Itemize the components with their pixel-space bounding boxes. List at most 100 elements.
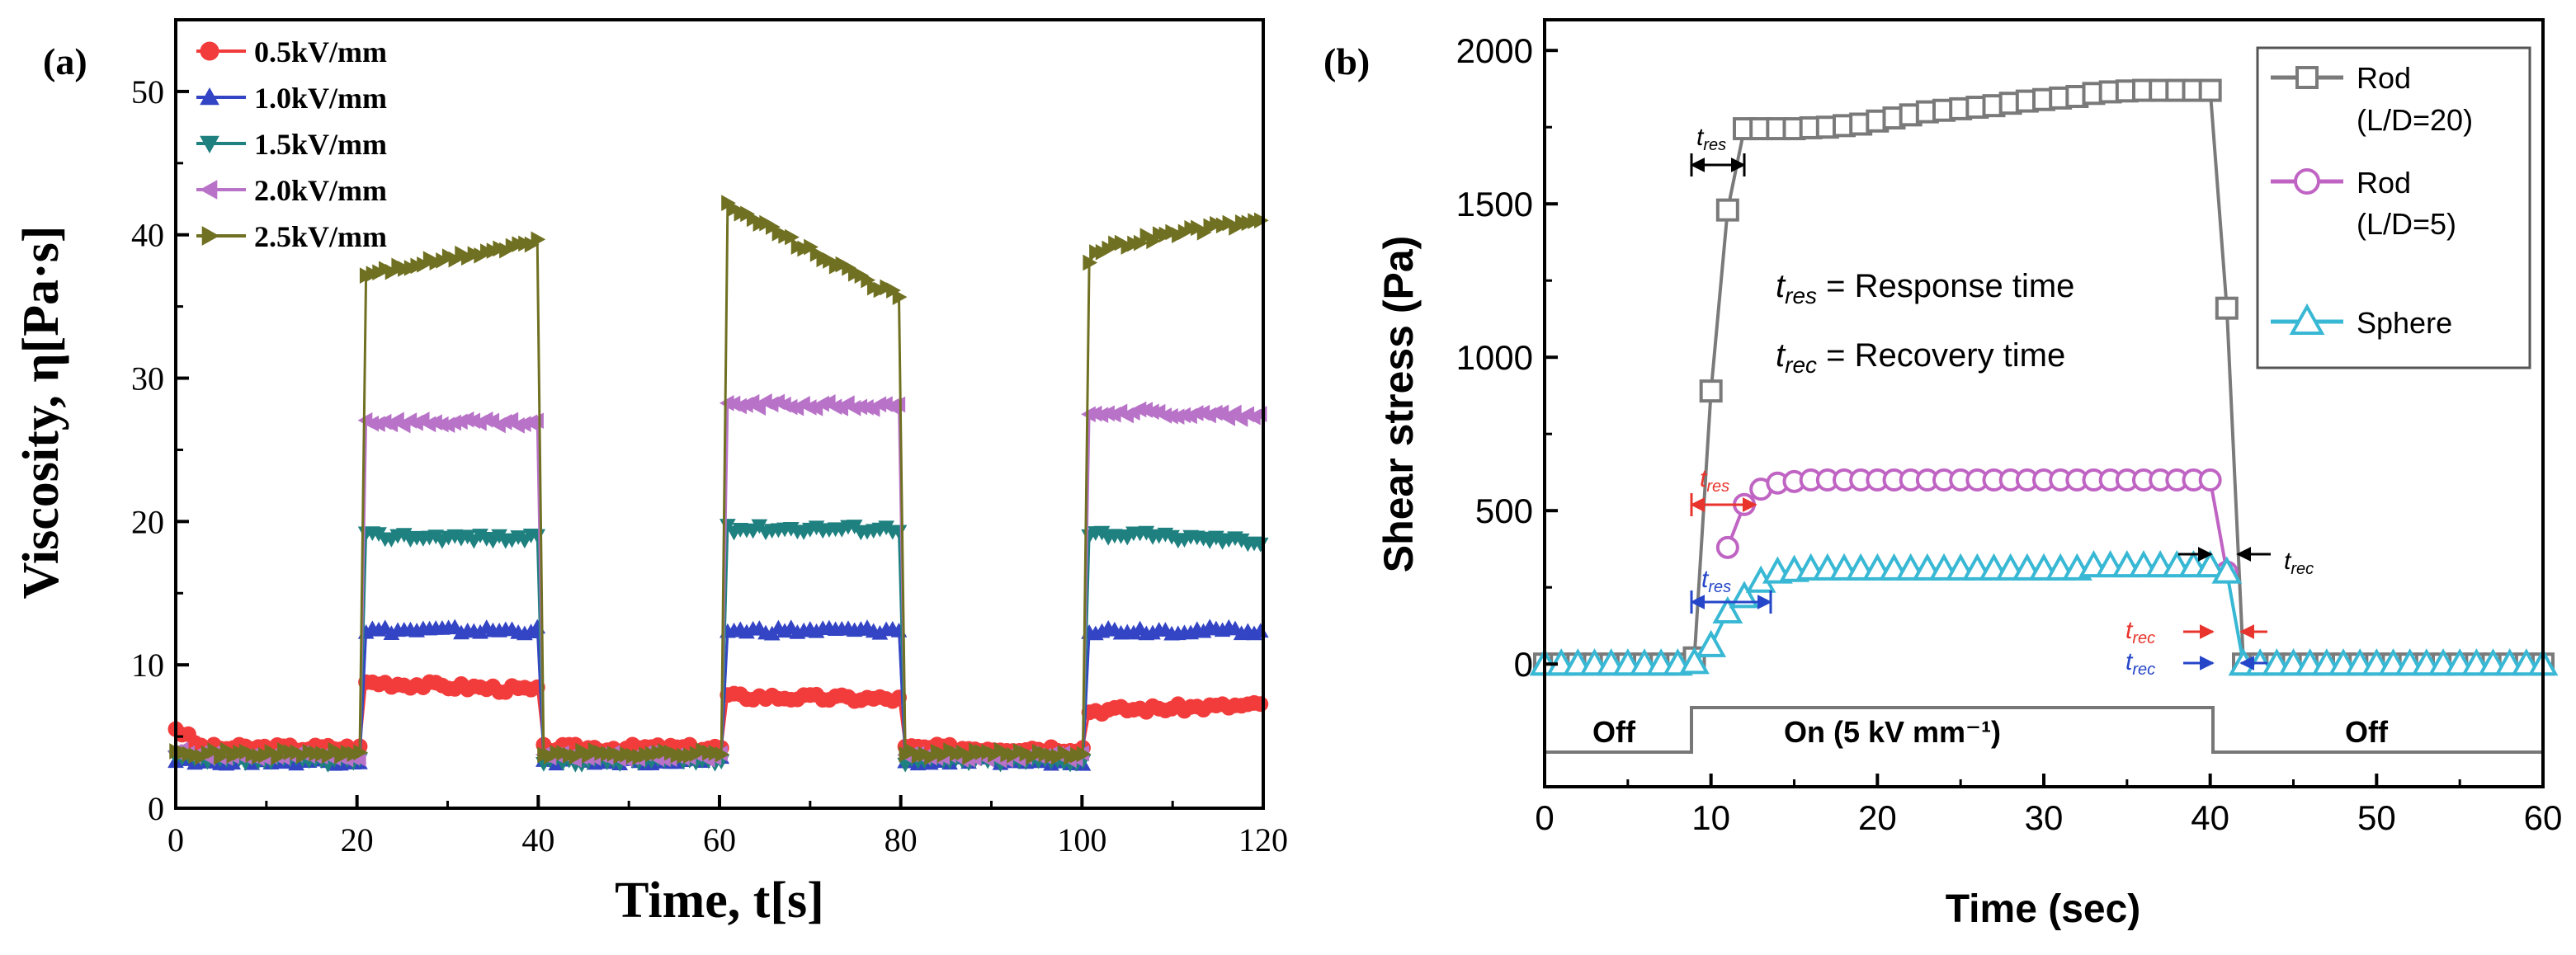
panel-a-x-tick-label: 20: [341, 821, 374, 859]
t-res-def-symbol: t: [1776, 268, 1786, 304]
svg-text:tres = Response time: tres = Response time: [1776, 268, 2074, 308]
panel-b-point: [2211, 556, 2243, 584]
panel-a: (a) 0 20 40 60 80 100 120 0 10 20 30 40 50 0.5kV/mm 1…: [13, 18, 1288, 929]
legend-sphere-marker: [2289, 303, 2325, 335]
svg-text:tres: tres: [1696, 124, 1726, 154]
panel-a-legend-marker: [201, 226, 220, 246]
t-rec-blue-sub: rec: [2132, 661, 2155, 679]
panel-a-ticks: 0 20 40 60 80 100 120 0 10 20 30 40 50: [131, 18, 1288, 859]
panel-a-point: [353, 744, 368, 761]
t-rec-blue-annotation: trec: [2125, 648, 2267, 679]
panel-b-y-tick-label: 500: [1475, 492, 1533, 530]
panel-b-point: [1712, 595, 1743, 623]
panel-a-legend-label: 0.5kV/mm: [254, 35, 387, 68]
panel-a-y-tick-label: 20: [131, 503, 164, 540]
panel-a-legend-marker: [200, 135, 219, 154]
on-label: On (5 kV mm⁻¹): [1784, 715, 2001, 749]
t-res-rod5-sub: res: [1706, 478, 1729, 496]
panel-a-point: [1254, 212, 1269, 229]
panel-a-point: [531, 231, 546, 248]
panel-a-x-tick-label: 0: [167, 821, 184, 859]
t-res-rod20-annotation: tres: [1690, 124, 1746, 176]
panel-b-point: [2195, 550, 2226, 578]
panel-a-y-tick-label: 40: [131, 217, 164, 254]
panel-b-y-tick-label: 2000: [1456, 31, 1533, 70]
panel-a-legend-label: 2.0kV/mm: [254, 174, 387, 207]
t-rec-red-symbol: t: [2125, 617, 2134, 644]
legend-item-rod-20: Rod (L/D=20): [2271, 61, 2473, 137]
t-rec-blue-symbol: t: [2125, 648, 2134, 675]
t-res-rod5-annotation: tres: [1690, 465, 1757, 516]
legend-item-sphere: Sphere: [2271, 303, 2452, 340]
t-rec-def-text: = Recovery time: [1817, 337, 2065, 374]
t-res-rod5-symbol: t: [1700, 465, 1708, 492]
panel-b-y-tick-label: 1000: [1456, 338, 1533, 377]
panel-a-point: [1076, 746, 1092, 763]
svg-text:trec: trec: [2125, 648, 2155, 679]
panel-b-point: [2215, 296, 2239, 320]
t-res-sphere-annotation: tres: [1690, 566, 1772, 614]
on-off-signal-line: [1545, 706, 2543, 754]
panel-b-ticks: 0 10 20 30 40 50 60 0 500 1000 1500 2000: [1456, 31, 2563, 837]
panel-a-legend-label: 1.5kV/mm: [254, 128, 387, 161]
svg-text:tres: tres: [1700, 465, 1729, 496]
panel-b-y-tick-label: 1500: [1456, 185, 1533, 223]
t-res-definition: tres = Response time: [1776, 268, 2074, 308]
t-res-rod20-symbol: t: [1696, 124, 1705, 151]
svg-text:trec: trec: [2284, 548, 2314, 578]
svg-text:trec: trec: [2125, 617, 2155, 647]
legend-rod20-marker: [2295, 66, 2319, 89]
legend-rod20-label2: (L/D=20): [2357, 103, 2473, 137]
t-rec-def-sub: rec: [1785, 352, 1817, 378]
panel-a-legend-marker: [199, 180, 218, 200]
panel-a-x-label: Time, t[s]: [615, 873, 824, 929]
t-rec-def-symbol: t: [1776, 337, 1786, 374]
legend-rod5-label: Rod: [2357, 166, 2411, 200]
t-rec-rod5-symbol: t: [2284, 548, 2292, 575]
panel-a-x-tick-label: 60: [703, 821, 736, 859]
off-left-label: Off: [1592, 715, 1636, 749]
panel-a-series-line-2: [175, 522, 1261, 767]
panel-b-point: [1715, 198, 1739, 222]
panel-a-point: [892, 289, 908, 306]
panel-b-legend: Rod (L/D=20) Rod (L/D=5) Sphere: [2256, 46, 2531, 369]
panel-a-legend-label: 1.0kV/mm: [254, 82, 387, 115]
panel-b-point: [1679, 647, 1710, 675]
t-res-def-text: = Response time: [1817, 268, 2074, 304]
t-res-sphere-symbol: t: [1701, 566, 1710, 593]
panel-a-label: (a): [43, 40, 87, 82]
t-rec-red-sub: rec: [2132, 629, 2155, 647]
panel-b-x-tick-label: 50: [2357, 798, 2396, 837]
off-right-label: Off: [2345, 715, 2389, 749]
panel-b-x-tick-label: 30: [2025, 798, 2064, 837]
panel-b-y-label: Shear stress (Pa): [1375, 236, 1422, 573]
t-res-sphere-sub: res: [1708, 578, 1731, 596]
panel-b-x-tick-label: 0: [1535, 798, 1554, 837]
panel-a-x-tick-label: 80: [885, 821, 918, 859]
panel-a-x-tick-label: 100: [1057, 821, 1106, 859]
panel-a-series-line-4: [175, 200, 1261, 760]
legend-rod5-marker: [2294, 168, 2320, 195]
panel-b-point: [1715, 535, 1739, 559]
panel-a-y-tick-label: 10: [131, 647, 164, 684]
svg-text:trec = Recovery time: trec = Recovery time: [1776, 337, 2065, 378]
panel-b-point: [2198, 468, 2222, 492]
panel-a-x-tick-label: 120: [1238, 821, 1288, 859]
panel-b-label: (b): [1323, 40, 1370, 82]
legend-sphere-label: Sphere: [2357, 306, 2452, 340]
panel-a-legend: 0.5kV/mm 1.0kV/mm 1.5kV/mm 2.0kV/mm 2.5kV/mm: [196, 35, 387, 253]
panel-a-point: [715, 746, 730, 763]
panel-b-x-tick-label: 10: [1691, 798, 1730, 837]
panel-a-legend-marker: [200, 41, 219, 61]
t-rec-rod5-sub: rec: [2291, 560, 2314, 578]
t-res-def-sub: res: [1785, 283, 1817, 308]
t-res-rod20-sub: res: [1703, 136, 1726, 154]
panel-b-x-tick-label: 40: [2191, 798, 2229, 837]
panel-b-point: [2198, 78, 2222, 102]
panel-a-y-tick-label: 0: [148, 790, 164, 827]
legend-rod5-label2: (L/D=5): [2357, 207, 2456, 241]
t-rec-definition: trec = Recovery time: [1776, 337, 2065, 378]
panel-b: (b) Off On (5 kV mm⁻¹) Off 0 10 20 30 40 50 60…: [1323, 18, 2563, 931]
panel-a-series: [167, 195, 1269, 773]
